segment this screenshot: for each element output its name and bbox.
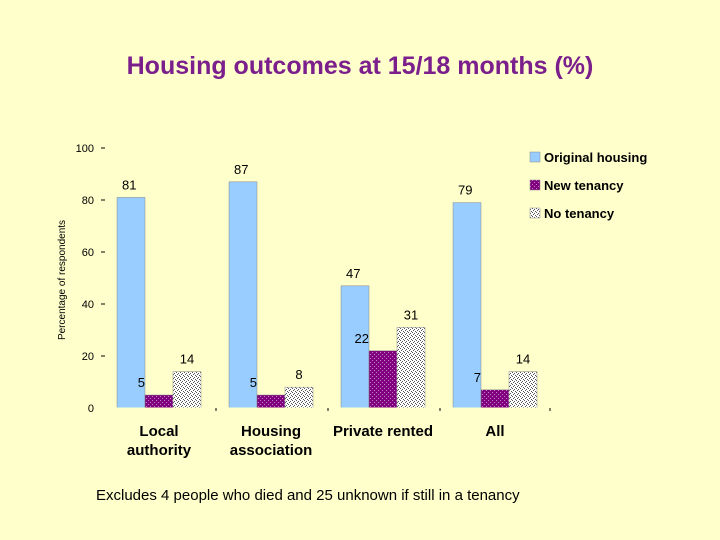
bar-original-housing xyxy=(340,285,370,409)
data-label: 14 xyxy=(180,352,194,367)
x-tick-label: All xyxy=(485,423,504,440)
bar-no-tenancy xyxy=(508,371,538,409)
data-label: 5 xyxy=(138,375,145,390)
legend-swatch xyxy=(529,179,541,191)
x-tick-label: authority xyxy=(127,442,192,459)
y-tick-label: 20 xyxy=(82,351,94,363)
bars: 81 5 14 87 5 8 47 22 31 79 7 14 xyxy=(116,162,538,409)
data-label: 7 xyxy=(474,370,481,385)
data-label: 8 xyxy=(295,367,302,382)
bar-new-tenancy xyxy=(256,394,286,409)
bar-original-housing xyxy=(228,181,258,409)
bar-new-tenancy xyxy=(368,350,398,409)
data-label: 5 xyxy=(250,375,257,390)
data-label: 87 xyxy=(234,162,248,177)
bar-new-tenancy xyxy=(480,389,510,409)
y-tick-label: 40 xyxy=(82,299,94,311)
legend-swatch xyxy=(529,207,541,219)
data-label: 22 xyxy=(355,331,369,346)
x-tick-label: association xyxy=(230,442,313,459)
y-axis: 0 20 40 60 80 100 Percentage of respondents xyxy=(57,143,105,415)
y-tick-label: 80 xyxy=(82,195,94,207)
x-tick-label: Private rented xyxy=(333,423,433,440)
footnote: Excludes 4 people who died and 25 unknow… xyxy=(96,487,520,504)
data-label: 81 xyxy=(122,177,136,192)
legend-swatch xyxy=(529,151,541,163)
chart-title: Housing outcomes at 15/18 months (%) xyxy=(126,52,594,80)
y-tick-label: 0 xyxy=(88,403,94,415)
x-axis: Local authority Housing association Private … xyxy=(106,407,552,459)
bar-no-tenancy xyxy=(396,327,426,409)
bar-new-tenancy xyxy=(144,394,174,409)
x-tick-label: Local xyxy=(139,423,178,440)
y-tick-label: 100 xyxy=(76,143,94,155)
data-label: 31 xyxy=(404,307,418,322)
y-tick-label: 60 xyxy=(82,247,94,259)
x-tick-label: Housing xyxy=(241,423,301,440)
legend-label: No tenancy xyxy=(544,206,615,221)
data-label: 79 xyxy=(458,183,472,198)
bar-original-housing xyxy=(116,197,146,409)
data-label: 47 xyxy=(346,266,360,281)
legend-label: New tenancy xyxy=(544,178,624,193)
legend-label: Original housing xyxy=(544,150,647,165)
legend: Original housing New tenancy No tenancy xyxy=(529,150,647,221)
bar-no-tenancy xyxy=(284,386,314,409)
data-label: 14 xyxy=(516,352,530,367)
bar-original-housing xyxy=(452,202,482,409)
y-axis-label: Percentage of respondents xyxy=(57,220,68,340)
bar-no-tenancy xyxy=(172,371,202,409)
